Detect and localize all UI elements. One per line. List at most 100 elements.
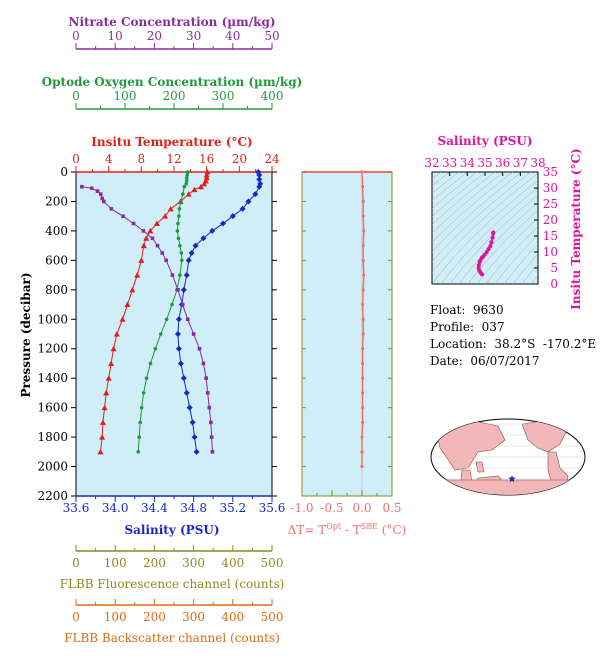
salinity-tick-label: 34.4 bbox=[141, 501, 168, 515]
oxygen-tick-label: 400 bbox=[261, 89, 284, 103]
nitrate-point bbox=[185, 317, 190, 322]
float-location: Location: 38.2°S -170.2°E bbox=[430, 337, 597, 351]
delta-point bbox=[361, 199, 365, 204]
isopycnal-line bbox=[432, 172, 460, 194]
salinity-point bbox=[177, 360, 184, 367]
isopycnal-line bbox=[594, 162, 608, 284]
salinity-point bbox=[175, 345, 182, 352]
ts-y-tick-label: 5 bbox=[550, 261, 558, 275]
delta-axis-title-part: Opt bbox=[326, 522, 342, 531]
temperature-tick-label: 24 bbox=[264, 152, 280, 166]
oxygen-tick-label: 0 bbox=[72, 89, 80, 103]
isopycnal-line bbox=[432, 172, 478, 209]
profile-plot-area bbox=[75, 171, 273, 497]
temperature-point bbox=[162, 213, 169, 219]
nitrate-point bbox=[150, 236, 155, 241]
salinity-point bbox=[245, 198, 252, 205]
delta-point bbox=[361, 420, 365, 424]
salinity-tick-label: 35.6 bbox=[259, 501, 286, 515]
nitrate-point bbox=[209, 435, 214, 439]
temperature-tick-label: 16 bbox=[199, 152, 214, 166]
salinity-tick-label: 33.6 bbox=[63, 501, 90, 515]
temperature-point bbox=[185, 191, 192, 197]
temperature-point bbox=[204, 169, 211, 175]
fluorescence-axis-title: FLBB Fluorescence channel (counts) bbox=[60, 577, 285, 591]
delta-point bbox=[362, 229, 366, 233]
oxygen-point bbox=[158, 332, 163, 336]
nitrate-point bbox=[155, 243, 160, 248]
temperature-point bbox=[147, 227, 154, 234]
delta-axis-title: ΔT= TOpt - TSBE (°C) bbox=[288, 522, 407, 537]
delta-axis-title-part: SBE bbox=[361, 522, 378, 531]
temperature-point bbox=[99, 434, 106, 440]
fluorescence-tick-label: 400 bbox=[221, 556, 244, 570]
ts-y-tick-label: 35 bbox=[543, 165, 558, 179]
delta-point bbox=[361, 406, 365, 410]
nitrate-point bbox=[98, 192, 103, 196]
profile-number: Profile: 037 bbox=[430, 320, 505, 334]
temperature-tick-label: 4 bbox=[105, 152, 113, 166]
delta-axis-title-part: (°C) bbox=[378, 523, 406, 537]
nitrate-tick-label: 50 bbox=[264, 29, 279, 43]
oxygen-point bbox=[176, 236, 181, 241]
nitrate-point bbox=[204, 376, 208, 380]
delta-point bbox=[361, 185, 365, 189]
oxygen-point bbox=[170, 302, 174, 307]
delta-point bbox=[360, 435, 364, 439]
ts-point bbox=[476, 263, 481, 268]
oxygen-point bbox=[177, 207, 182, 211]
nitrate-point bbox=[121, 214, 125, 218]
salinity-point bbox=[256, 171, 263, 178]
ts-point bbox=[488, 244, 493, 249]
salinity-tick-label: 34.8 bbox=[180, 501, 207, 515]
ts-x-tick-label: 33 bbox=[442, 156, 457, 170]
temperature-point bbox=[203, 171, 210, 178]
oxygen-point bbox=[178, 243, 182, 248]
float-location-star-icon bbox=[508, 475, 516, 483]
salinity-point bbox=[193, 448, 200, 455]
delta-tick-label: 0.0 bbox=[352, 501, 371, 515]
delta-point bbox=[360, 450, 364, 454]
oxygen-point bbox=[138, 420, 142, 425]
delta-point bbox=[360, 170, 364, 174]
pressure-tick-label: 1200 bbox=[37, 342, 68, 356]
salinity-point bbox=[252, 191, 259, 198]
pressure-tick-label: 1000 bbox=[37, 312, 68, 326]
temperature-point bbox=[129, 286, 136, 293]
isopycnal-line bbox=[432, 173, 538, 273]
nitrate-point bbox=[102, 199, 106, 204]
salinity-point bbox=[180, 375, 187, 382]
nitrate-point bbox=[180, 302, 185, 307]
delta-point bbox=[361, 361, 365, 366]
nitrate-point bbox=[100, 196, 105, 201]
nitrate-tick-label: 0 bbox=[72, 29, 80, 43]
delta-point bbox=[362, 273, 366, 277]
oxygen-point bbox=[179, 199, 183, 204]
backscatter-axis-title: FLBB Backscatter channel (counts) bbox=[64, 631, 280, 645]
pressure-tick-label: 800 bbox=[45, 283, 68, 297]
salinity-point bbox=[200, 235, 207, 242]
temperature-point bbox=[101, 404, 108, 411]
nitrate-point bbox=[109, 207, 114, 211]
oxygen-point bbox=[185, 173, 190, 177]
salinity-profile-line bbox=[177, 171, 261, 452]
ts-x-tick-label: 34 bbox=[460, 156, 476, 170]
ts-plot-area bbox=[431, 171, 539, 285]
delta-point bbox=[361, 288, 365, 292]
oxygen-point bbox=[141, 391, 146, 395]
temperature-point bbox=[124, 301, 131, 308]
oxygen-point bbox=[184, 181, 189, 186]
temperature-point bbox=[113, 331, 120, 337]
oxygen-point bbox=[153, 346, 158, 351]
delta-point bbox=[361, 332, 365, 336]
salinity-point bbox=[185, 257, 192, 264]
fluorescence-tick-label: 100 bbox=[104, 556, 127, 570]
delta-point bbox=[360, 464, 364, 469]
nitrate-point bbox=[131, 221, 136, 226]
delta-point bbox=[361, 317, 365, 321]
temperature-point bbox=[201, 180, 208, 187]
delta-tick-label: -1.0 bbox=[290, 501, 313, 515]
isopycnal-line bbox=[432, 172, 442, 180]
oxygen-point bbox=[184, 179, 189, 183]
nitrate-point bbox=[170, 273, 175, 277]
